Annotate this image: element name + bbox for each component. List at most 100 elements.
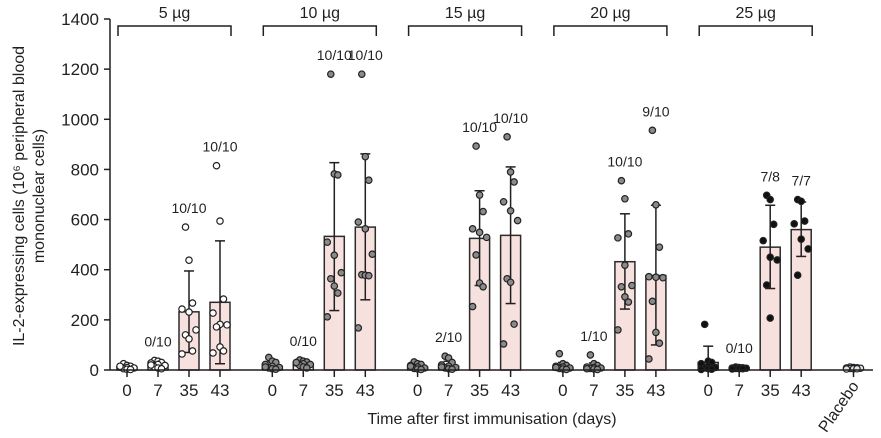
data-point <box>645 272 653 281</box>
responder-label: 10/10 <box>462 119 497 135</box>
data-point <box>621 194 629 203</box>
data-point <box>648 297 657 306</box>
data-point <box>219 347 228 355</box>
x-tick-label: 35 <box>325 381 344 400</box>
data-point <box>292 358 301 367</box>
timepoint-7: 1/10 <box>580 328 608 374</box>
data-point <box>364 176 373 185</box>
dose-label: 10 µg <box>300 5 340 22</box>
data-point <box>181 223 190 231</box>
data-point <box>157 364 166 373</box>
data-point <box>178 305 186 313</box>
data-point <box>499 197 508 206</box>
data-point <box>617 176 626 185</box>
data-point <box>506 168 515 176</box>
responder-label: 10/10 <box>317 47 352 63</box>
x-tick-label: 7 <box>299 381 308 400</box>
data-point <box>586 351 595 359</box>
dose-bracket <box>407 25 523 36</box>
data-point <box>621 292 629 301</box>
data-point <box>223 321 231 329</box>
y-axis-title-line2: mononuclear cells) <box>31 129 48 263</box>
data-point <box>853 364 861 373</box>
data-point <box>482 233 491 242</box>
data-point <box>797 197 806 206</box>
data-point <box>766 195 775 204</box>
data-point <box>188 347 197 355</box>
data-point <box>185 308 193 316</box>
data-point <box>448 365 456 374</box>
x-tick-label: 43 <box>646 381 665 400</box>
x-tick-label: 0 <box>558 381 567 400</box>
data-point <box>361 225 370 233</box>
data-point <box>510 178 518 186</box>
timepoint-43: 7/7 <box>790 173 813 371</box>
data-point <box>472 251 480 259</box>
data-point <box>793 271 802 280</box>
data-point <box>178 350 186 358</box>
data-point <box>468 302 477 311</box>
data-point <box>361 152 370 161</box>
data-point <box>323 313 332 321</box>
x-tick-label: 35 <box>470 381 489 400</box>
data-point <box>479 282 487 291</box>
data-point <box>333 171 342 179</box>
dose-bracket <box>553 25 668 36</box>
data-point <box>621 261 629 270</box>
data-point <box>499 340 508 348</box>
timepoint-43: 10/10 <box>493 110 528 371</box>
dose-group: 25 µg 0/10 7/8 7/7 <box>697 5 813 374</box>
data-point <box>624 230 633 238</box>
data-point <box>468 225 477 233</box>
data-point <box>617 282 626 291</box>
timepoint-35: 7/8 <box>759 168 782 371</box>
timepoint-35: 10/10 <box>171 200 207 371</box>
x-tick-label: 35 <box>615 381 634 400</box>
x-tick-label: 7 <box>589 381 598 400</box>
timepoint-7: 2/10 <box>435 329 462 374</box>
dose-bracket <box>698 25 813 36</box>
data-point <box>192 326 200 334</box>
x-tick-label: 7 <box>444 381 453 400</box>
responder-label: 10/10 <box>493 110 528 126</box>
responder-label: 9/10 <box>642 103 669 119</box>
responder-label: 10/10 <box>171 200 206 216</box>
data-point <box>333 289 342 297</box>
responder-label: 10/10 <box>348 47 383 63</box>
x-tick-label: 7 <box>734 381 743 400</box>
data-point <box>364 271 373 280</box>
data-point <box>354 324 363 332</box>
data-point <box>219 295 228 303</box>
y-axis-title-line1: IL-2-expressing cells (10⁶ peripheral bl… <box>11 46 28 346</box>
data-point <box>337 268 346 277</box>
data-point <box>614 326 622 334</box>
data-point <box>762 281 771 289</box>
dose-bracket <box>262 25 378 36</box>
data-point <box>648 126 657 135</box>
y-tick-label: 1400 <box>61 10 99 29</box>
data-point <box>652 273 660 282</box>
data-point <box>738 364 747 373</box>
timepoint-0 <box>697 320 720 374</box>
data-point <box>583 364 591 373</box>
timepoint-43: 10/10 <box>202 139 238 371</box>
responder-label: 0/10 <box>144 333 171 349</box>
responder-label: 7/8 <box>760 168 780 184</box>
responder-label: 10/10 <box>202 139 237 155</box>
data-point <box>475 191 484 199</box>
data-point <box>209 309 217 317</box>
responder-label: 0/10 <box>726 340 753 356</box>
y-axis: 0 200 400 600 800 1000 1200 1400 <box>61 10 111 380</box>
data-point <box>645 355 653 363</box>
y-tick-label: 1200 <box>61 60 99 79</box>
data-point <box>766 314 775 322</box>
data-point <box>330 282 339 290</box>
dose-group: 20 µg 1/10 10/10 9/10 <box>552 5 670 374</box>
data-point <box>212 161 221 170</box>
dose-label: 25 µg <box>736 5 776 22</box>
y-tick-label: 200 <box>71 311 99 330</box>
data-point <box>769 220 778 229</box>
